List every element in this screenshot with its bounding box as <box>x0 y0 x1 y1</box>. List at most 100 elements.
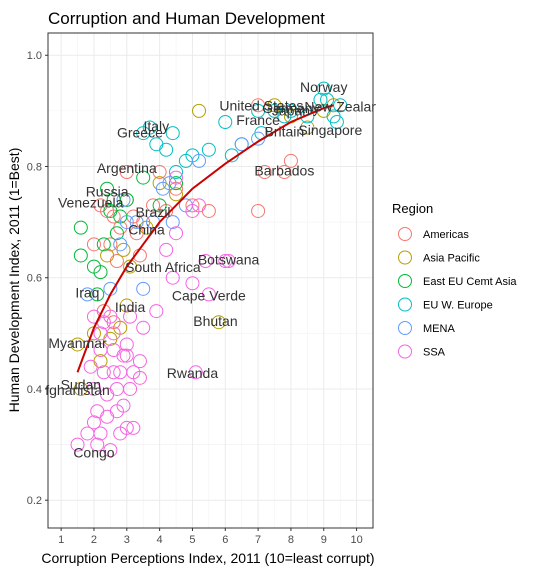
data-point <box>159 142 174 157</box>
point-label: Iraq <box>75 285 99 301</box>
data-point <box>116 348 131 363</box>
point-label: Japan <box>272 102 310 118</box>
data-point <box>159 242 174 257</box>
x-tick-label: 6 <box>222 534 228 546</box>
data-point <box>86 415 101 430</box>
data-point <box>142 120 157 135</box>
x-axis-title: Corruption Perceptions Index, 2011 (10=l… <box>41 550 374 566</box>
y-tick-label: 0.4 <box>27 384 42 396</box>
legend-key <box>398 344 412 359</box>
data-point <box>132 354 147 369</box>
data-point <box>192 153 207 168</box>
data-point <box>70 337 85 352</box>
point-label: South Africa <box>125 259 201 275</box>
point-label: India <box>115 299 146 315</box>
plot-border <box>47 32 374 529</box>
data-point <box>103 309 118 324</box>
data-point <box>136 320 151 335</box>
point-label: Botswana <box>198 251 260 267</box>
point-label: Congo <box>73 444 114 460</box>
data-point <box>152 198 167 213</box>
data-point <box>300 109 315 124</box>
data-point <box>119 298 134 313</box>
data-point <box>93 265 108 280</box>
x-tick-label: 5 <box>189 534 195 546</box>
data-point <box>283 153 298 168</box>
data-point <box>277 165 292 180</box>
data-point <box>136 170 151 185</box>
legend: Region Americas Asia Pacific East EU Cemt A… <box>392 201 517 359</box>
data-point <box>169 187 184 202</box>
data-point <box>251 103 266 118</box>
x-tick-label: 9 <box>321 534 327 546</box>
point-label: France <box>236 112 280 128</box>
point-label: Britain <box>265 123 305 139</box>
data-point <box>123 259 138 274</box>
legend-title: Region <box>392 201 433 216</box>
data-point <box>129 215 144 230</box>
legend-key <box>398 227 412 241</box>
data-point <box>90 287 105 302</box>
data-point <box>80 426 95 441</box>
data-point <box>316 81 331 96</box>
x-tick-label: 7 <box>255 534 261 546</box>
x-tick-label: 1 <box>58 534 64 546</box>
point-label: Singapore <box>298 122 362 138</box>
data-point <box>251 203 266 218</box>
data-point <box>119 337 134 352</box>
point-label: Barbados <box>254 162 314 178</box>
point-label: Norway <box>300 79 347 95</box>
data-point <box>267 98 282 113</box>
y-tick-label: 0.6 <box>27 273 42 285</box>
data-point <box>119 192 134 207</box>
point-label: United States <box>219 97 303 113</box>
point-label: Greece <box>117 125 163 141</box>
data-point <box>119 348 134 363</box>
point-label: Myanmar <box>48 335 107 351</box>
point-label: Italy <box>143 118 169 134</box>
chart-title: Corruption and Human Development <box>48 9 325 28</box>
data-point <box>218 254 233 269</box>
data-point <box>90 437 105 452</box>
point-label: Rwanda <box>167 365 219 381</box>
data-point <box>103 443 118 458</box>
data-point <box>106 326 121 341</box>
point-label: fghanistan <box>45 382 110 398</box>
point-label: Argentina <box>97 160 157 176</box>
data-point <box>70 437 85 452</box>
data-point <box>106 365 121 380</box>
data-point <box>100 248 115 263</box>
data-point <box>86 381 101 396</box>
point-label: Russia <box>86 184 129 200</box>
data-point <box>185 276 200 291</box>
series-ssa <box>70 170 236 458</box>
data-point <box>100 181 115 196</box>
data-point <box>113 237 128 252</box>
data-point <box>103 237 118 252</box>
data-point <box>185 198 200 213</box>
plot-area: 1 2 3 4 5 6 7 8 9 10 0.2 0.4 0.6 0.8 1.0 Norway JapanUni… <box>27 32 376 546</box>
point-label: Sudan <box>61 377 101 393</box>
data-point <box>283 103 298 118</box>
legend-label: MENA <box>423 323 455 335</box>
legend-key <box>398 321 412 335</box>
data-point <box>73 248 88 263</box>
series-americas <box>86 98 298 330</box>
data-point <box>211 315 226 330</box>
legend-key <box>398 297 412 312</box>
data-point <box>313 92 328 107</box>
data-point <box>257 165 272 180</box>
point-label: Germany <box>262 100 320 116</box>
point-label: Brazil <box>136 204 171 220</box>
data-point <box>169 176 184 191</box>
data-point <box>96 365 111 380</box>
data-point <box>109 381 124 396</box>
data-point <box>132 370 147 385</box>
data-point <box>188 365 203 380</box>
x-tick-label: 2 <box>91 534 97 546</box>
x-tick-label: 3 <box>124 534 130 546</box>
data-point <box>109 226 124 241</box>
x-tick-label: 10 <box>350 534 362 546</box>
point-label: Venezuela <box>58 195 124 211</box>
